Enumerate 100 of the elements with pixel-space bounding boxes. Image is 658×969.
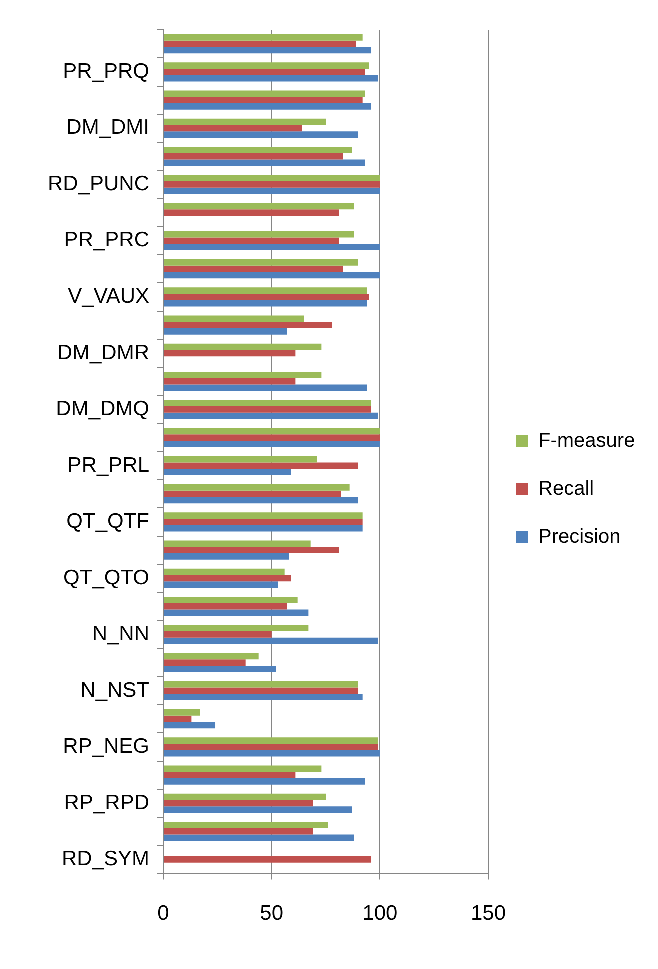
bar — [164, 694, 363, 701]
bar — [164, 125, 302, 132]
bar — [164, 97, 363, 104]
bar — [164, 160, 366, 166]
bar — [164, 378, 296, 385]
bar — [164, 294, 370, 300]
bar — [164, 597, 298, 604]
bar — [164, 794, 326, 800]
bar — [164, 175, 380, 182]
bar — [164, 34, 363, 41]
x-tick-label: 100 — [362, 902, 398, 926]
bar — [164, 47, 372, 54]
bar — [164, 744, 378, 750]
bar — [164, 722, 216, 729]
bar — [164, 638, 378, 644]
bar — [164, 632, 272, 638]
bar — [164, 244, 380, 251]
bar — [164, 766, 322, 772]
bar — [164, 132, 359, 138]
y-tick-label: DM_DMQ — [56, 398, 150, 421]
bar — [164, 660, 246, 666]
y-tick-label: V_VAUX — [68, 285, 150, 308]
y-tick-label: RD_SYM — [62, 848, 150, 871]
bar — [164, 540, 311, 548]
bar — [164, 456, 318, 463]
bar — [164, 666, 276, 672]
bar — [164, 834, 354, 842]
legend-label: Recall — [538, 478, 594, 500]
bar — [164, 300, 368, 307]
bar — [164, 104, 372, 110]
y-tick-label: PR_PRQ — [63, 60, 150, 83]
legend-label: Precision — [538, 526, 621, 548]
bar — [164, 750, 380, 757]
bar — [164, 512, 363, 520]
y-tick-label: RD_PUNC — [48, 172, 150, 196]
bar — [164, 603, 288, 610]
bar — [164, 738, 378, 744]
bar — [164, 260, 359, 266]
bar — [164, 568, 285, 576]
y-tick-label: DM_DMR — [57, 341, 150, 364]
bar — [164, 328, 288, 335]
bar — [164, 272, 380, 279]
legend-label: F-measure — [538, 430, 636, 452]
bar — [164, 653, 259, 660]
bar — [164, 406, 372, 413]
y-tick-label: QT_QTF — [66, 510, 150, 534]
bar — [164, 490, 342, 498]
bar — [164, 288, 368, 294]
bar — [164, 547, 340, 554]
bar — [164, 344, 322, 350]
y-tick-label: PR_PRL — [68, 454, 150, 477]
bar — [164, 40, 356, 48]
bar — [164, 710, 200, 716]
bar — [164, 525, 363, 532]
bar — [164, 69, 366, 76]
bar — [164, 462, 359, 470]
y-tick-label: N_NN — [92, 622, 150, 646]
y-tick-label: RP_NEG — [63, 735, 150, 758]
bar — [164, 716, 192, 722]
bar — [164, 582, 278, 588]
bar — [164, 441, 380, 448]
y-tick-label: N_NST — [80, 678, 150, 702]
bar — [164, 90, 366, 98]
y-tick-label: QT_QTO — [64, 566, 150, 590]
x-tick-label: 150 — [470, 902, 506, 926]
bar — [164, 350, 296, 357]
bar — [164, 182, 380, 188]
bar — [164, 412, 378, 420]
bar — [164, 434, 380, 442]
bar — [164, 519, 363, 526]
bar — [164, 625, 309, 632]
bar — [164, 778, 366, 785]
y-tick-label: PR_PRC — [64, 228, 150, 252]
bar — [164, 210, 340, 216]
bar — [164, 469, 292, 476]
bar — [164, 372, 322, 378]
bar — [164, 384, 368, 392]
bar — [164, 856, 372, 863]
bar — [164, 400, 372, 407]
bar — [164, 806, 352, 814]
bar — [164, 800, 314, 807]
bar — [164, 428, 380, 435]
bar — [164, 118, 326, 126]
bar — [164, 238, 340, 244]
bar — [164, 688, 359, 694]
y-tick-label: DM_DMI — [66, 116, 150, 140]
x-tick-label: 50 — [260, 902, 284, 926]
bar — [164, 822, 328, 828]
bar — [164, 266, 344, 272]
bar — [164, 575, 292, 582]
bar — [164, 497, 359, 504]
bar — [164, 147, 352, 154]
bar — [164, 316, 304, 322]
bar — [164, 62, 370, 70]
y-tick-label: RP_RPD — [64, 791, 150, 814]
bar — [164, 681, 359, 688]
bar — [164, 231, 354, 238]
bar — [164, 75, 378, 82]
bar — [164, 772, 296, 779]
bar — [164, 484, 350, 491]
